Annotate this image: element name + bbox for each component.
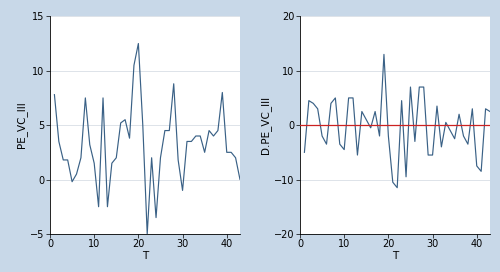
Y-axis label: D.PE_VC_III: D.PE_VC_III bbox=[260, 96, 271, 154]
Y-axis label: PE_VC_III: PE_VC_III bbox=[16, 102, 28, 149]
X-axis label: T: T bbox=[392, 251, 398, 261]
X-axis label: T: T bbox=[142, 251, 148, 261]
